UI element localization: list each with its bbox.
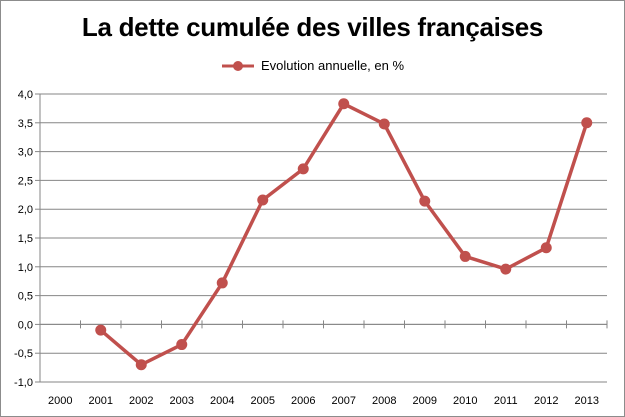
legend-label: Evolution annuelle, en % bbox=[260, 58, 405, 73]
x-tick-label: 2013 bbox=[575, 395, 599, 407]
x-tick-label: 2012 bbox=[534, 395, 558, 407]
x-tick-label: 2006 bbox=[291, 395, 315, 407]
data-point bbox=[419, 195, 431, 207]
x-tick-label: 2002 bbox=[129, 395, 153, 407]
x-tick-label: 2000 bbox=[48, 395, 72, 407]
x-tick-label: 2003 bbox=[170, 395, 194, 407]
x-tick-label: 2005 bbox=[251, 395, 275, 407]
data-point bbox=[378, 118, 390, 130]
data-point bbox=[540, 242, 552, 254]
data-point bbox=[257, 194, 269, 206]
data-point bbox=[338, 98, 350, 110]
data-point bbox=[216, 277, 228, 289]
x-tick-label: 2001 bbox=[89, 395, 113, 407]
data-point bbox=[500, 263, 512, 275]
data-point bbox=[581, 117, 593, 129]
y-tick-label: -0,5 bbox=[14, 348, 33, 360]
series-layer bbox=[95, 98, 593, 371]
y-tick-label: 2,0 bbox=[18, 204, 33, 216]
data-point bbox=[459, 250, 471, 262]
data-point bbox=[95, 324, 107, 336]
x-tick-label: 2009 bbox=[413, 395, 437, 407]
x-tick-label: 2008 bbox=[372, 395, 396, 407]
y-tick-label: 0,5 bbox=[18, 291, 33, 303]
legend-marker-icon bbox=[221, 60, 254, 71]
y-tick-label: 3,5 bbox=[18, 118, 33, 130]
y-tick-label: 1,5 bbox=[18, 233, 33, 245]
data-point bbox=[297, 163, 309, 175]
y-tick-label: 1,0 bbox=[18, 262, 33, 274]
y-tick-labels: -1,0 -0,5 0,0 0,5 1,0 1,5 2,0 2,5 3,0 3,5 4,0 bbox=[14, 89, 33, 389]
data-point bbox=[135, 359, 147, 371]
data-point bbox=[176, 339, 188, 351]
axes bbox=[35, 93, 608, 383]
x-tick-label: 2004 bbox=[210, 395, 234, 407]
y-tick-label: -1,0 bbox=[14, 377, 33, 389]
series-line bbox=[99, 102, 589, 367]
x-tick-label: 2010 bbox=[453, 395, 477, 407]
y-tick-label: 3,0 bbox=[18, 147, 33, 159]
chart-title: La dette cumulée des villes françaises bbox=[81, 12, 544, 42]
x-tick-labels: 2000 2001 2002 2003 2004 2005 2006 2007 2008 2009… bbox=[48, 395, 599, 407]
y-tick-label: 0,0 bbox=[18, 319, 33, 331]
x-tick-label: 2011 bbox=[494, 395, 518, 407]
y-tick-label: 2,5 bbox=[18, 175, 33, 187]
legend: Evolution annuelle, en % bbox=[0, 58, 625, 76]
y-tick-label: 4,0 bbox=[18, 89, 33, 101]
x-tick-label: 2007 bbox=[332, 395, 356, 407]
